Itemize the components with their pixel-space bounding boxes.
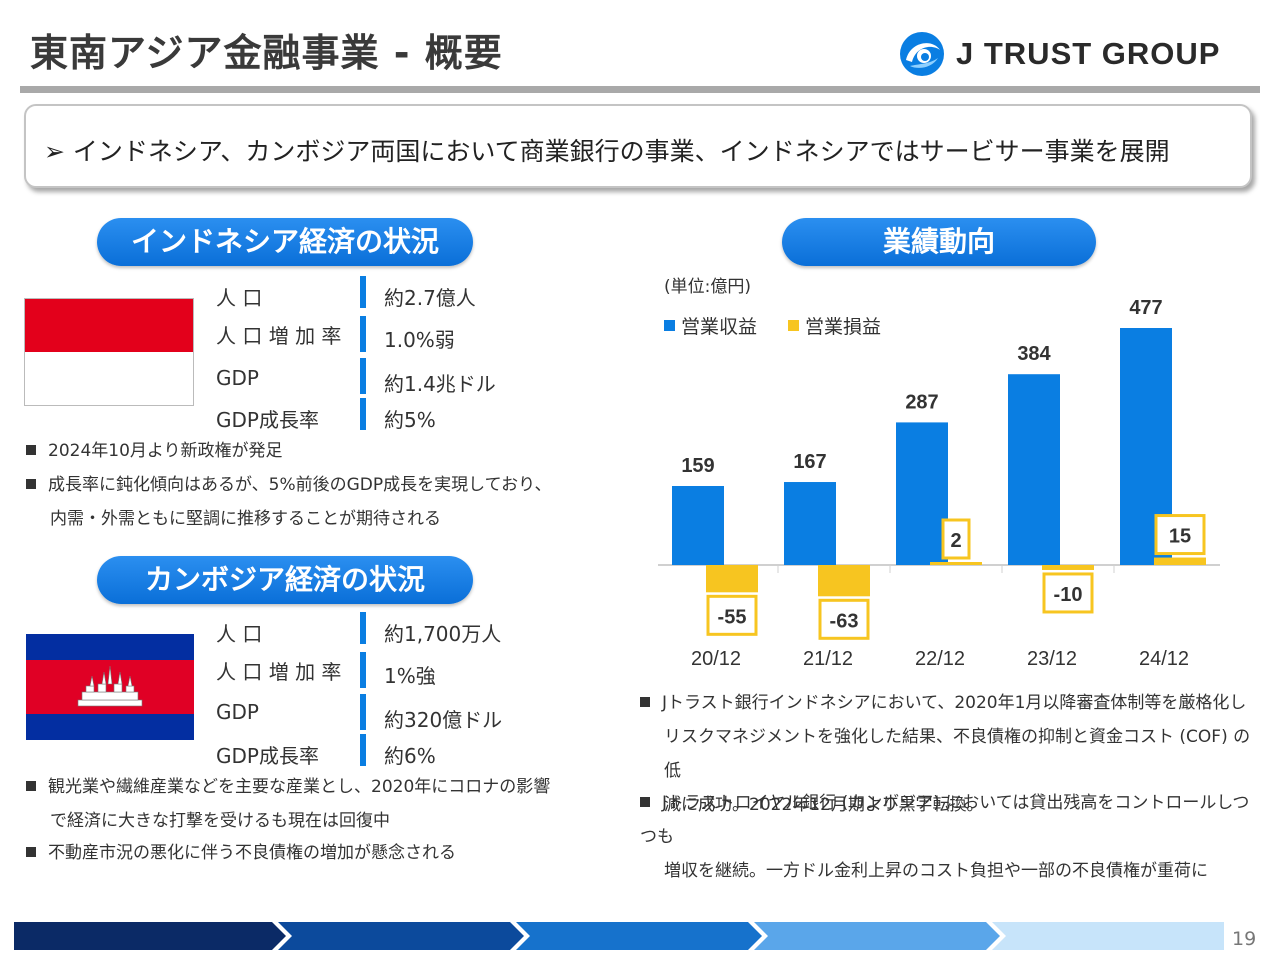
page-number: 19 — [1232, 928, 1257, 950]
kh-stat-divider — [360, 652, 366, 688]
operating-profit-data-label: 15 — [1169, 526, 1191, 548]
bullet-square-icon — [640, 697, 650, 707]
cambodia-flag-icon — [26, 634, 194, 740]
id-stat-divider — [360, 316, 366, 352]
x-tick-label: 24/12 — [1139, 648, 1189, 670]
id-stat-label-gdp-growth: GDP成長率 — [216, 408, 319, 432]
kh-stat-label-gdp-growth: GDP成長率 — [216, 744, 319, 768]
revenue-bar — [1008, 374, 1060, 565]
footer-chevron — [278, 922, 524, 950]
legend-swatch-icon — [788, 320, 799, 331]
x-tick-label: 22/12 — [915, 648, 965, 670]
x-tick-label: 20/12 — [691, 648, 741, 670]
id-stat-divider — [360, 276, 366, 308]
logo-text: J TRUST GROUP — [956, 36, 1221, 71]
bullet-square-icon — [26, 479, 36, 489]
revenue-bar — [672, 486, 724, 565]
indonesia-flag-icon — [24, 298, 194, 406]
operating-profit-label-box — [1042, 572, 1094, 614]
x-tick-label: 21/12 — [803, 648, 853, 670]
id-bullet: 2024年10月より新政権が発足 — [26, 434, 586, 468]
cambodia-heading: カンボジア経済の状況 — [97, 556, 473, 604]
company-logo: J TRUST GROUP — [896, 30, 1266, 78]
x-tick-label: 23/12 — [1027, 648, 1077, 670]
revenue-data-label: 477 — [1129, 297, 1162, 319]
kh-stat-label-population: 人 口 — [216, 622, 263, 646]
operating-profit-bar — [1042, 565, 1094, 570]
legend-item-revenue: 営業収益 — [664, 312, 757, 339]
kh-stat-divider — [360, 734, 366, 766]
revenue-data-label: 384 — [1017, 343, 1051, 365]
footer-chevron — [516, 922, 762, 950]
legend-swatch-icon — [664, 320, 675, 331]
summary-box: ➢ インドネシア、カンボジア両国において商業銀行の事業、インドネシアではサービサ… — [24, 104, 1252, 188]
bullet-square-icon — [640, 797, 650, 807]
kh-bullet: 観光業や繊維産業などを主要な産業とし、2020年にコロナの影響 で経済に大きな打… — [26, 770, 616, 838]
id-stat-label-gdp: GDP — [216, 366, 259, 390]
operating-profit-label-box — [1154, 514, 1206, 556]
page-title: 東南アジア金融事業 - 概要 — [30, 31, 503, 75]
footer-chevron — [14, 922, 286, 950]
operating-profit-bar — [818, 565, 870, 597]
kh-stat-value-growth: 1%強 — [384, 664, 436, 688]
operating-profit-bar — [1154, 557, 1206, 565]
title-divider — [20, 86, 1260, 93]
operating-profit-label-box — [706, 594, 758, 636]
id-stat-value-population: 約2.7億人 — [384, 286, 476, 310]
id-stat-divider — [360, 398, 366, 430]
kh-stat-label-gdp: GDP — [216, 700, 259, 724]
operating-profit-data-label: -10 — [1054, 584, 1083, 606]
bullet-square-icon — [26, 781, 36, 791]
perf-bullet: Jトラストロイヤル銀行 (カンボジア) においては貸出残高をコントロールしつつも… — [640, 793, 1250, 881]
operating-profit-bar — [930, 562, 982, 565]
footer-chevron — [754, 922, 1000, 950]
id-stat-value-gdp: 約1.4兆ドル — [384, 372, 496, 396]
operating-profit-label-box — [818, 598, 870, 640]
operating-profit-label-box — [941, 518, 971, 560]
revenue-data-label: 159 — [681, 455, 714, 477]
performance-heading: 業績動向 — [782, 218, 1096, 266]
revenue-bar — [896, 422, 948, 565]
id-stat-label-growth: 人 口 増 加 率 — [216, 324, 342, 348]
revenue-bar — [784, 482, 836, 565]
kh-stat-value-population: 約1,700万人 — [384, 622, 502, 646]
legend-item-operating-profit: 営業損益 — [788, 312, 881, 339]
bullet-square-icon — [26, 847, 36, 857]
kh-stat-value-gdp: 約320億ドル — [384, 708, 503, 732]
performance-bar-chart: 159 -55 20/12 167 -63 21/12 287 2 22/12 384 -10 23/… — [658, 297, 1220, 670]
id-stat-value-growth: 1.0%弱 — [384, 328, 455, 352]
operating-profit-data-label: -63 — [830, 610, 859, 632]
revenue-data-label: 167 — [793, 451, 826, 473]
summary-text: ➢ インドネシア、カンボジア両国において商業銀行の事業、インドネシアではサービサ… — [44, 137, 1170, 166]
footer-chevron — [992, 922, 1224, 950]
revenue-data-label: 287 — [905, 391, 938, 413]
kh-stat-divider — [360, 694, 366, 730]
operating-profit-bar — [706, 565, 758, 593]
kh-stat-label-growth: 人 口 増 加 率 — [216, 660, 342, 684]
id-bullet: 成長率に鈍化傾向はあるが、5%前後のGDP成長を実現しており、 内需・外需ともに… — [26, 468, 606, 536]
operating-profit-data-label: -55 — [718, 606, 747, 628]
chart-unit-label: (単位:億円) — [664, 277, 751, 297]
kh-bullet: 不動産市況の悪化に伴う不良債権の増加が懸念される — [26, 836, 586, 870]
id-stat-value-gdp-growth: 約5% — [384, 408, 436, 432]
kh-stat-value-gdp-growth: 約6% — [384, 744, 436, 768]
indonesia-heading: インドネシア経済の状況 — [97, 218, 473, 266]
bullet-square-icon — [26, 445, 36, 455]
footer-chevron-band — [14, 922, 1224, 950]
id-stat-divider — [360, 358, 366, 394]
perf-bullet: Jトラスト銀行インドネシアにおいて、2020年1月以降審査体制等を厳格化し リス… — [640, 686, 1260, 822]
operating-profit-data-label: 2 — [950, 530, 961, 552]
logo-swirl-icon — [900, 32, 944, 76]
id-stat-label-population: 人 口 — [216, 286, 263, 310]
kh-stat-divider — [360, 612, 366, 644]
